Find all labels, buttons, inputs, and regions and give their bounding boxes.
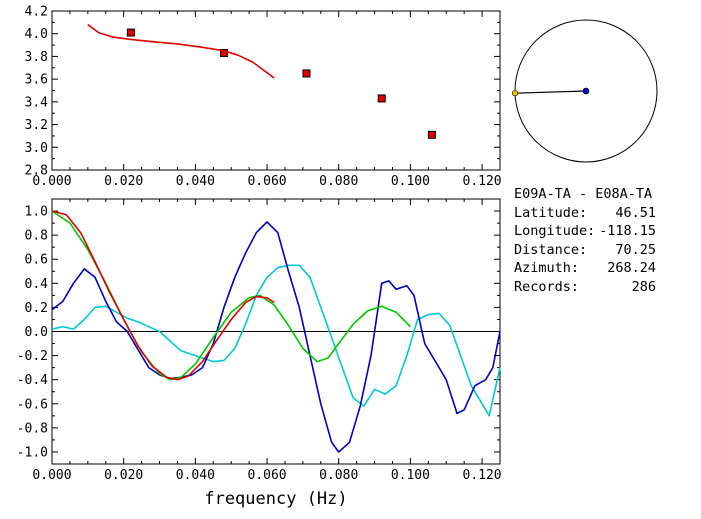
azimuth-dial bbox=[511, 19, 658, 163]
bottom-y-tick-label: -0.4 bbox=[17, 373, 48, 388]
top-frame bbox=[51, 10, 501, 171]
bottom-series-line-0 bbox=[51, 264, 501, 417]
top-y-tick-label: 3.8 bbox=[25, 50, 48, 65]
station-pair: E09A-TA - E08A-TA bbox=[514, 185, 699, 204]
station-pair-label: E09A-TA - E08A-TA bbox=[514, 186, 653, 202]
top-y-tick-label: 4.2 bbox=[25, 5, 48, 20]
latitude-label: Latitude: bbox=[514, 204, 588, 221]
azimuth-endpoint-marker bbox=[511, 90, 519, 97]
bottom-x-tick-label: 0.100 bbox=[391, 468, 430, 483]
top-data-point bbox=[302, 69, 311, 78]
distance-label: Distance: bbox=[514, 241, 588, 258]
bottom-y-tick-label: -0.8 bbox=[17, 421, 48, 436]
info-row-distance: Distance: 70.25 bbox=[514, 241, 699, 260]
top-data-point bbox=[126, 28, 135, 37]
bottom-y-tick-label: 0.8 bbox=[25, 229, 48, 244]
top-y-tick-label: 3.4 bbox=[25, 95, 49, 110]
bottom-x-tick-label: 0.080 bbox=[319, 468, 358, 483]
top-data-point bbox=[220, 49, 229, 58]
bottom-x-tick-label: 0.000 bbox=[32, 468, 71, 483]
longitude-value: -118.15 bbox=[599, 223, 656, 239]
top-x-tick-label: 0.040 bbox=[176, 174, 215, 189]
top-y-tick-label: 3.0 bbox=[25, 141, 48, 156]
top-data-point bbox=[427, 130, 436, 139]
top-chart: 0.000 0.020 0.040 0.060 0.080 0.100 0.120 2.8 3.… bbox=[25, 5, 502, 190]
top-y-tick-label: 4.0 bbox=[25, 27, 48, 42]
info-row-latitude: Latitude: 46.51 bbox=[514, 204, 699, 223]
bottom-chart: 0.000 0.020 0.040 0.060 0.080 0.100 0.120 1.0 0.… bbox=[17, 198, 502, 509]
latitude-value: 46.51 bbox=[615, 204, 656, 221]
top-y-tick-label: 2.8 bbox=[25, 164, 48, 179]
bottom-x-tick-label: 0.040 bbox=[176, 468, 215, 483]
bottom-series-line-1 bbox=[51, 221, 501, 453]
top-y-tick-label: 3.2 bbox=[25, 118, 48, 133]
info-row-azimuth: Azimuth: 268.24 bbox=[514, 259, 699, 278]
bottom-y-tick-label: 0.4 bbox=[25, 277, 49, 292]
top-y-tick-label: 3.6 bbox=[25, 73, 48, 88]
longitude-label: Longitude: bbox=[514, 223, 596, 239]
records-label: Records: bbox=[514, 278, 580, 295]
records-value: 286 bbox=[631, 278, 656, 295]
top-x-tick-label: 0.120 bbox=[463, 174, 502, 189]
bottom-x-tick-label: 0.020 bbox=[104, 468, 143, 483]
top-x-tick-label: 0.080 bbox=[319, 174, 358, 189]
top-x-tick-label: 0.000 bbox=[32, 174, 71, 189]
station-info-panel: E09A-TA - E08A-TA Latitude: 46.51 Longit… bbox=[514, 185, 699, 296]
top-x-tick-label: 0.020 bbox=[104, 174, 143, 189]
azimuth-value: 268.24 bbox=[607, 260, 656, 276]
bottom-y-tick-label: -0.2 bbox=[17, 349, 48, 364]
bottom-y-tick-label: 0.2 bbox=[25, 301, 48, 316]
bottom-series-line-3 bbox=[51, 210, 275, 381]
top-x-tick-label: 0.060 bbox=[247, 174, 286, 189]
bottom-x-axis-title: frequency (Hz) bbox=[204, 489, 347, 509]
bottom-x-tick-label: 0.060 bbox=[247, 468, 286, 483]
distance-value: 70.25 bbox=[615, 241, 656, 258]
bottom-y-tick-label: -1.0 bbox=[17, 445, 48, 460]
azimuth-label: Azimuth: bbox=[514, 260, 580, 276]
info-row-longitude: Longitude: -118.15 bbox=[514, 222, 699, 241]
bottom-x-tick-label: 0.120 bbox=[463, 468, 502, 483]
azimuth-line bbox=[515, 90, 587, 94]
bottom-y-tick-label: 1.0 bbox=[25, 205, 48, 220]
top-data-point bbox=[377, 94, 386, 103]
top-series-line-1 bbox=[87, 23, 275, 79]
bottom-y-tick-label: -0.6 bbox=[17, 397, 48, 412]
top-x-tick-label: 0.100 bbox=[391, 174, 430, 189]
dial-center-marker bbox=[582, 87, 590, 95]
bottom-y-tick-label: 0.0 bbox=[25, 325, 48, 340]
info-row-records: Records: 286 bbox=[514, 278, 699, 297]
bottom-y-tick-label: 0.6 bbox=[25, 253, 48, 268]
bottom-series-line-2 bbox=[51, 210, 411, 381]
